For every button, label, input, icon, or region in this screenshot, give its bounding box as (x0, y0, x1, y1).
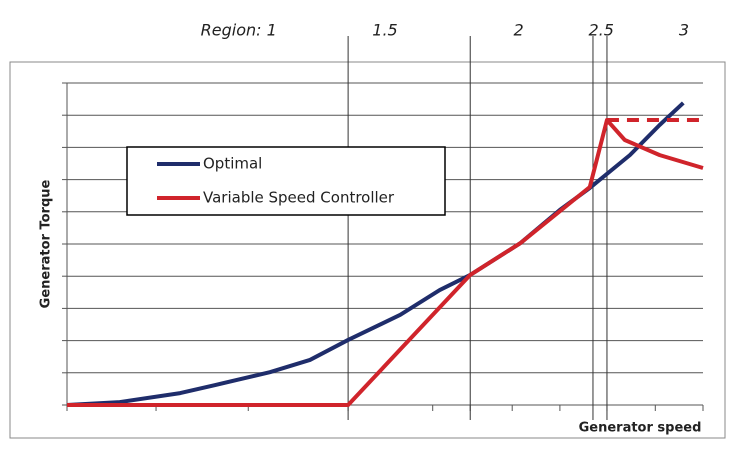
x-axis-title: Generator speed (579, 421, 702, 436)
legend-label: Variable Speed Controller (203, 189, 395, 207)
series-line (66, 101, 685, 407)
chart-frame (9, 61, 726, 439)
region-label: 3 (679, 21, 689, 40)
y-axis-title: Generator Torque (39, 179, 54, 308)
region-label: Region: 1 (201, 21, 277, 40)
legend-label: Optimal (203, 155, 262, 173)
region-label: 1.5 (372, 21, 397, 40)
series-line (67, 118, 704, 407)
region-label: 2.5 (589, 21, 614, 40)
legend: Optimal Variable Speed Controller (126, 146, 446, 216)
region-label: 2 (513, 21, 523, 40)
legend-box (126, 146, 446, 216)
